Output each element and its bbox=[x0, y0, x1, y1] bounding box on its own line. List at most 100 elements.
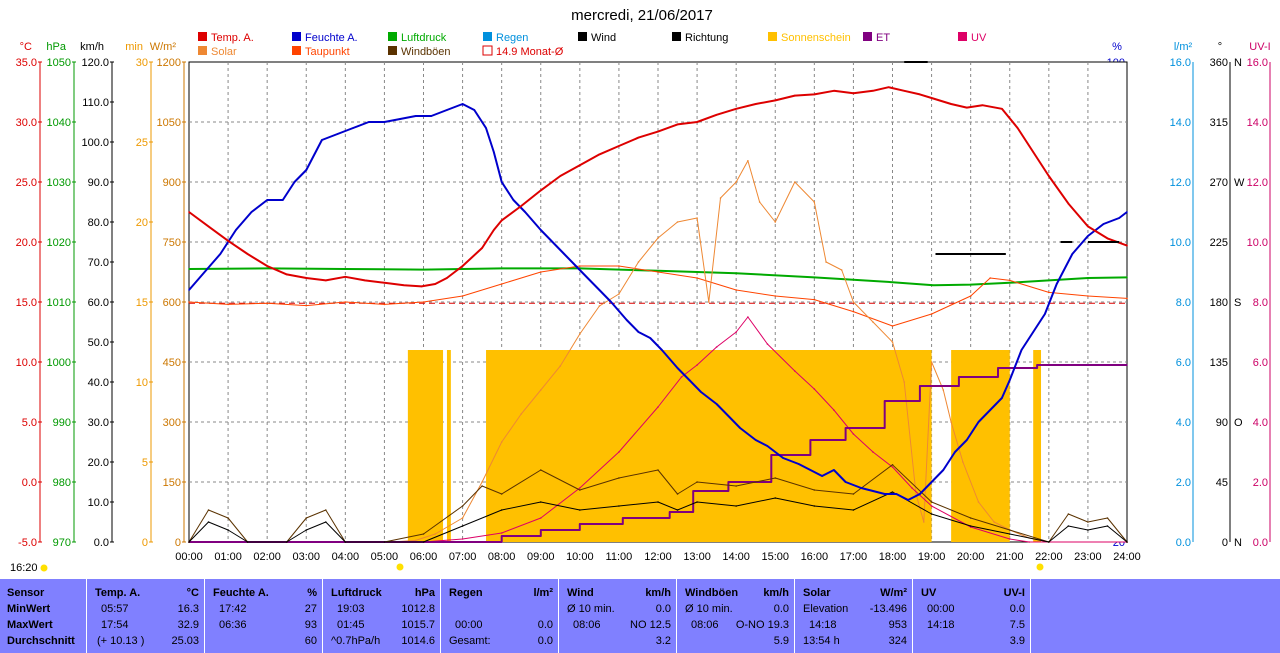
data-point bbox=[833, 469, 835, 471]
data-point bbox=[735, 108, 737, 110]
left-axis-tick-label: 1050 bbox=[47, 57, 71, 69]
x-tick-label: 21:00 bbox=[996, 551, 1024, 563]
data-point bbox=[246, 253, 249, 255]
right-axis-tick-label: 0 bbox=[1222, 537, 1228, 549]
left-axis-tick-label: 0.0 bbox=[22, 477, 37, 489]
data-point bbox=[891, 491, 894, 493]
legend-label: Wind bbox=[591, 32, 616, 44]
data-point bbox=[473, 109, 476, 111]
wind-avg-val: 3.2 bbox=[655, 635, 671, 647]
right-axis-tick-label: 225 bbox=[1210, 237, 1228, 249]
compass-label: N bbox=[1234, 537, 1242, 549]
data-point bbox=[793, 370, 796, 372]
data-point bbox=[915, 493, 917, 495]
temp-name: Temp. A. bbox=[95, 587, 141, 599]
data-point bbox=[285, 541, 288, 543]
data-point bbox=[747, 316, 749, 318]
data-point bbox=[219, 253, 222, 255]
data-point bbox=[461, 505, 464, 507]
data-point bbox=[657, 270, 659, 272]
left-axis-tick-label: 15.0 bbox=[16, 297, 37, 309]
wind-max-val: NO 12.5 bbox=[630, 619, 671, 631]
data-point bbox=[965, 106, 968, 109]
data-point bbox=[414, 539, 417, 542]
x-tick-label: 04:00 bbox=[332, 551, 360, 563]
data-point bbox=[852, 92, 855, 94]
left-axis-tick-label: -5.0 bbox=[18, 537, 37, 549]
left-axis-tick-label: 970 bbox=[53, 537, 71, 549]
data-point bbox=[1126, 297, 1128, 300]
feuchte-min-time: 17:42 bbox=[219, 603, 247, 615]
feuchte-min-val: 27 bbox=[304, 603, 317, 615]
x-tick-label: 00:00 bbox=[175, 551, 203, 563]
data-point bbox=[989, 409, 992, 411]
right-axis-tick-label: 0.0 bbox=[1176, 537, 1191, 549]
compass-label: W bbox=[1234, 177, 1245, 189]
right-axis-tick-label: 2.0 bbox=[1176, 477, 1191, 489]
data-point bbox=[962, 461, 964, 463]
data-point bbox=[446, 109, 448, 111]
data-point bbox=[1008, 538, 1011, 540]
data-point bbox=[188, 268, 190, 270]
right-axis-tick-label: 4.0 bbox=[1253, 417, 1268, 429]
data-point bbox=[1008, 533, 1011, 535]
left-axis-tick-label: 900 bbox=[163, 177, 181, 189]
data-point bbox=[715, 114, 718, 116]
legend-swatch bbox=[768, 32, 777, 41]
data-point bbox=[485, 127, 487, 129]
data-point bbox=[930, 361, 933, 363]
uv-avg-val: 3.9 bbox=[1009, 635, 1025, 647]
right-axis-tick-label: 10.0 bbox=[1247, 237, 1268, 249]
data-point bbox=[833, 90, 835, 92]
temp-unit: °C bbox=[186, 587, 199, 599]
left-axis-tick-label: 1050 bbox=[157, 117, 181, 129]
data-point bbox=[680, 376, 683, 378]
right-axis-tick-label: 6.0 bbox=[1253, 357, 1268, 369]
data-point bbox=[520, 413, 523, 415]
data-point bbox=[989, 277, 992, 279]
data-point bbox=[305, 277, 308, 279]
data-point bbox=[766, 445, 769, 447]
left-axis-tick-label: 0 bbox=[175, 537, 181, 549]
sunshine-bar bbox=[486, 350, 932, 542]
left-axis-tick-label: 0 bbox=[142, 537, 148, 549]
x-tick-label: 23:00 bbox=[1074, 551, 1102, 563]
x-tick-label: 24:00 bbox=[1113, 551, 1141, 563]
summary-col-wind: Wind km/h Ø 10 min. 0.0 08:06 NO 12.5 3.… bbox=[558, 579, 677, 653]
regen-unit: l/m² bbox=[533, 587, 553, 599]
left-axis-tick-label: 10.0 bbox=[16, 357, 37, 369]
chart-title: mercredi, 21/06/2017 bbox=[571, 7, 713, 24]
series-line-luftdruck bbox=[188, 267, 1128, 287]
data-point bbox=[969, 295, 972, 297]
data-point bbox=[344, 301, 347, 303]
data-point bbox=[598, 305, 601, 307]
data-point bbox=[422, 268, 425, 271]
temp-max-val: 32.9 bbox=[177, 619, 199, 631]
data-point bbox=[844, 427, 847, 429]
data-point bbox=[891, 281, 894, 284]
data-point bbox=[833, 409, 835, 411]
data-point bbox=[657, 237, 659, 239]
windboen-max-time: 08:06 bbox=[691, 619, 719, 631]
data-point bbox=[524, 211, 526, 213]
legend-label: Solar bbox=[211, 46, 237, 58]
left-axis-tick-label: 15 bbox=[136, 297, 148, 309]
data-point bbox=[434, 283, 437, 285]
data-point bbox=[461, 265, 464, 267]
uv-min-val: 0.0 bbox=[1009, 603, 1025, 615]
temp-max-time: 17:54 bbox=[101, 619, 129, 631]
left-axis-tick-label: 110.0 bbox=[82, 97, 109, 109]
data-point bbox=[958, 376, 960, 378]
data-point bbox=[708, 301, 710, 303]
data-point bbox=[1106, 517, 1109, 519]
data-point bbox=[235, 229, 237, 231]
data-point bbox=[919, 93, 921, 96]
data-point bbox=[500, 283, 503, 285]
data-point bbox=[1016, 127, 1019, 129]
data-point bbox=[1087, 225, 1089, 228]
data-point bbox=[696, 364, 698, 366]
data-point bbox=[637, 136, 640, 139]
data-point bbox=[246, 541, 249, 543]
legend-label: Richtung bbox=[685, 32, 728, 44]
data-point bbox=[637, 331, 640, 333]
